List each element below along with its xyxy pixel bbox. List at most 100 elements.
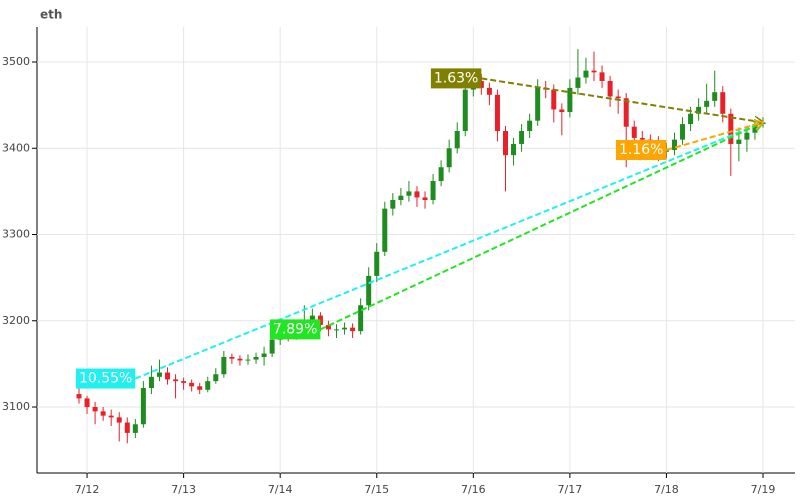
candle-body xyxy=(559,109,565,113)
candle-body xyxy=(623,98,629,127)
annotation-line xyxy=(481,77,763,122)
annotation-label: 1.63% xyxy=(430,68,482,89)
y-tick-label: 3100 xyxy=(2,400,30,413)
x-tick-label: 7/18 xyxy=(654,483,679,496)
candle-body xyxy=(671,139,677,150)
candle-body xyxy=(430,181,436,201)
candle-body xyxy=(309,315,315,321)
candle-body xyxy=(712,92,718,101)
x-tick-label: 7/17 xyxy=(558,483,583,496)
x-tick-label: 7/13 xyxy=(171,483,196,496)
candle-body xyxy=(494,94,500,132)
x-tick-label: 7/16 xyxy=(461,483,486,496)
candle-body xyxy=(688,113,694,125)
candle-body xyxy=(84,398,90,408)
annotation-text: 10.55% xyxy=(79,371,132,387)
x-tick-label: 7/19 xyxy=(751,483,776,496)
candle-body xyxy=(108,415,114,418)
y-tick-label: 3300 xyxy=(2,228,30,241)
candle-body xyxy=(325,325,331,330)
candle-body xyxy=(390,200,396,209)
y-tick-label: 3400 xyxy=(2,141,30,154)
candle-body xyxy=(116,417,122,423)
candle-body xyxy=(519,131,525,144)
candle-body xyxy=(132,424,138,433)
candle-body xyxy=(229,356,235,359)
candle-body xyxy=(422,197,428,201)
candle-body xyxy=(736,139,742,144)
annotation-label: 7.89% xyxy=(269,319,321,340)
candle-body xyxy=(189,382,195,387)
candle-body xyxy=(704,100,710,107)
candle-body xyxy=(245,359,251,361)
candle-body xyxy=(631,126,637,138)
candle-body xyxy=(181,381,187,383)
annotation-label: 10.55% xyxy=(75,368,136,389)
candle-body xyxy=(342,327,348,330)
candle-body xyxy=(366,275,372,306)
annotation-line xyxy=(666,122,763,151)
candle-body xyxy=(148,376,154,389)
candle-body xyxy=(502,131,508,156)
candle-body xyxy=(414,191,420,198)
candle-body xyxy=(567,87,573,113)
candle-body xyxy=(744,132,750,140)
candle-body xyxy=(124,422,130,433)
candle-body xyxy=(92,407,98,412)
y-tick-label: 3200 xyxy=(2,314,30,327)
annotation-box xyxy=(269,319,321,340)
candle-body xyxy=(446,148,452,168)
y-tick-label: 3500 xyxy=(2,55,30,68)
annotation-label: 1.16% xyxy=(615,139,667,160)
candle-body xyxy=(615,96,621,99)
annotation-text: 1.16% xyxy=(619,142,663,158)
candle-body xyxy=(205,381,211,390)
candle-body xyxy=(140,388,146,425)
annotation-box xyxy=(75,368,136,389)
candle-body xyxy=(607,80,613,97)
candle-body xyxy=(551,89,557,110)
candle-body xyxy=(197,386,203,390)
candle-body xyxy=(100,411,106,416)
annotation-line xyxy=(134,122,763,380)
x-tick-label: 7/14 xyxy=(268,483,293,496)
annotation-text: 7.89% xyxy=(273,321,317,337)
x-tick-label: 7/12 xyxy=(75,483,100,496)
candle-body xyxy=(213,374,219,382)
candle-body xyxy=(165,372,171,380)
chart-title: eth xyxy=(40,8,62,22)
candle-body xyxy=(527,120,533,132)
candle-body xyxy=(720,92,726,114)
candle-body xyxy=(511,143,517,156)
candle-body xyxy=(374,251,380,276)
annotation-text: 1.63% xyxy=(434,70,478,86)
candle-body xyxy=(583,70,589,78)
candle-body xyxy=(535,87,541,121)
candle-body xyxy=(462,89,468,132)
candle-body xyxy=(253,356,259,360)
candle-body xyxy=(156,372,162,377)
candle-body xyxy=(334,329,340,331)
candle-body xyxy=(261,353,267,357)
candle-body xyxy=(696,106,702,114)
candle-body xyxy=(454,131,460,149)
candle-body xyxy=(173,379,179,382)
candle-body xyxy=(639,137,645,140)
candle-body xyxy=(438,167,444,182)
candle-body xyxy=(680,124,686,140)
candle-body xyxy=(406,191,412,196)
candle-body xyxy=(237,358,243,361)
candle-body xyxy=(591,70,597,73)
candle-body xyxy=(382,208,388,252)
annotation-line xyxy=(319,122,763,331)
candle-body xyxy=(269,339,275,354)
candle-body xyxy=(76,394,82,399)
candle-body xyxy=(728,113,734,144)
candle-body xyxy=(350,327,356,332)
candle-body xyxy=(398,195,404,201)
annotation-box xyxy=(430,68,482,89)
candle-body xyxy=(221,356,227,375)
candle-body xyxy=(358,305,364,332)
candle-body xyxy=(599,72,605,81)
